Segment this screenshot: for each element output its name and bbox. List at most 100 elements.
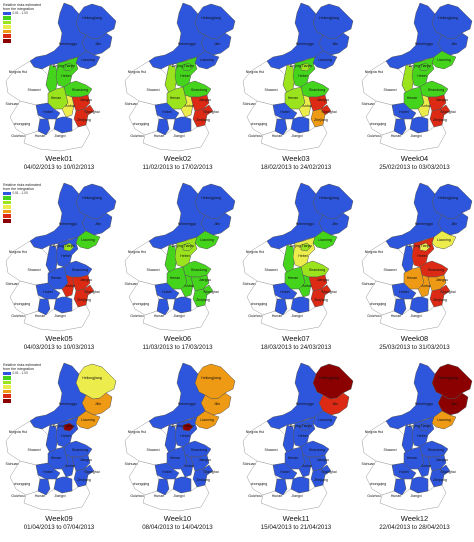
province-label-jiangsu: Jiangsu bbox=[317, 278, 329, 282]
province-label-neimenggu: Neimenggu bbox=[414, 402, 432, 406]
province-label-sichuan: Sichuan bbox=[6, 462, 19, 466]
province-label-guizhou: Guizhou bbox=[130, 134, 143, 138]
province-label-henan: Henan bbox=[169, 96, 180, 100]
province-label-anhui: Anhui bbox=[184, 284, 193, 288]
legend-item bbox=[3, 394, 45, 399]
province-label-jilin: Jilin bbox=[332, 222, 338, 226]
province-label-jiangsu: Jiangsu bbox=[198, 98, 210, 102]
week-date-range: 25/03/2013 to 31/03/2013 bbox=[379, 344, 450, 351]
province-label-anhui: Anhui bbox=[65, 104, 74, 108]
province-label-zhejiang: Zhejiang bbox=[77, 478, 91, 482]
province-label-shanghai: Shanghai bbox=[321, 290, 336, 294]
week-date-range: 22/04/2013 to 28/04/2013 bbox=[379, 524, 450, 531]
legend-label: 0.51 - 1.00 bbox=[12, 371, 28, 376]
map-legend: Relative risks estimated from the integra… bbox=[3, 363, 45, 403]
province-label-jiangxi: Jiangxi bbox=[410, 134, 421, 138]
province-hunan bbox=[274, 118, 288, 136]
legend-item bbox=[3, 25, 45, 30]
week-label: Week02 bbox=[163, 154, 192, 163]
province-label-anhui: Anhui bbox=[302, 104, 311, 108]
province-label-shaanxi: Shaanxi bbox=[383, 448, 396, 452]
legend-swatch bbox=[3, 25, 11, 29]
week-map: Heilongjiang Jilin Neimenggu Liaoning Beijin… bbox=[124, 362, 235, 512]
province-jiangsu bbox=[427, 94, 446, 112]
province-label-hunan: Hunan bbox=[35, 494, 46, 498]
province-label-jiangsu: Jiangsu bbox=[317, 458, 329, 462]
province-zhejiang bbox=[429, 288, 444, 308]
province-label-beijing-tianjin: Beijing Tianjin bbox=[53, 244, 75, 248]
province-jiangxi bbox=[409, 296, 428, 314]
province-label-jilin: Jilin bbox=[332, 402, 338, 406]
week-label: Week08 bbox=[400, 334, 429, 343]
legend-title: from the integration bbox=[3, 187, 34, 191]
province-beijing-tianjin bbox=[300, 62, 312, 72]
province-label-heilongjiang: Heilongjiang bbox=[319, 196, 339, 200]
province-label-shandong: Shandong bbox=[309, 268, 325, 272]
province-hubei bbox=[272, 462, 298, 480]
legend-item bbox=[3, 34, 45, 39]
province-hubei bbox=[154, 462, 179, 480]
province-label-heilongjiang: Heilongjiang bbox=[438, 196, 458, 200]
province-label-shandong: Shandong bbox=[190, 268, 206, 272]
province-label-chongqing: chongqing bbox=[14, 302, 31, 306]
province-label-hunan: Hunan bbox=[272, 134, 283, 138]
province-label-ningxia-hui: Ningxia Hui bbox=[9, 250, 28, 254]
province-label-hubei: Hubei bbox=[43, 290, 53, 294]
week-date-range: 08/04/2013 to 14/04/2013 bbox=[142, 524, 213, 531]
week-map: Heilongjiang Jilin Neimenggu Liaoning Beijin… bbox=[124, 2, 235, 152]
province-label-guizhou: Guizhou bbox=[130, 494, 143, 498]
province-label-shandong: Shandong bbox=[427, 268, 443, 272]
province-label-hunan: Hunan bbox=[153, 494, 164, 498]
province-label-sichuan: Sichuan bbox=[124, 462, 137, 466]
province-label-neimenggu: Neimenggu bbox=[296, 402, 314, 406]
province-label-heilongjiang: Heilongjiang bbox=[319, 376, 339, 380]
province-label-guizhou: Guizhou bbox=[248, 314, 261, 318]
province-label-jilin: Jilin bbox=[213, 222, 219, 226]
week-map: Heilongjiang Jilin Neimenggu Liaoning Beijin… bbox=[6, 362, 117, 512]
province-label-hunan: Hunan bbox=[390, 314, 401, 318]
province-hunan bbox=[274, 478, 288, 496]
province-label-henan: Henan bbox=[169, 276, 180, 280]
province-label-shanghai: Shanghai bbox=[321, 110, 336, 114]
province-label-hubei: Hubei bbox=[162, 110, 172, 114]
week-label: Week05 bbox=[45, 334, 73, 343]
province-label-hebei: Hebei bbox=[298, 254, 308, 258]
province-label-henan: Henan bbox=[51, 456, 62, 460]
province-label-jiangxi: Jiangxi bbox=[173, 494, 184, 498]
province-unfilled bbox=[128, 460, 159, 496]
province-label-liaoning: Liaoning bbox=[81, 58, 95, 62]
week-map: Heilongjiang Jilin Neimenggu Liaoning Beijin… bbox=[6, 182, 117, 332]
province-hebei bbox=[292, 416, 316, 448]
week-label: Week07 bbox=[282, 334, 310, 343]
province-label-heilongjiang: Heilongjiang bbox=[438, 376, 458, 380]
province-label-hebei: Hebei bbox=[417, 74, 427, 78]
province-hunan bbox=[393, 298, 406, 316]
province-label-jilin: Jilin bbox=[213, 402, 219, 406]
province-label-henan: Henan bbox=[51, 276, 62, 280]
province-label-hebei: Hebei bbox=[61, 74, 71, 78]
province-label-jiangsu: Jiangsu bbox=[198, 458, 210, 462]
legend-item bbox=[3, 39, 45, 44]
province-jiangsu bbox=[308, 274, 328, 292]
province-label-jilin: Jilin bbox=[95, 42, 101, 46]
province-label-heilongjiang: Heilongjiang bbox=[82, 196, 102, 200]
province-label-henan: Henan bbox=[406, 96, 417, 100]
province-unfilled bbox=[128, 100, 159, 136]
week-label: Week03 bbox=[282, 154, 310, 163]
province-beijing-tianjin bbox=[182, 62, 193, 72]
province-hubei bbox=[35, 282, 61, 300]
province-label-shaanxi: Shaanxi bbox=[28, 88, 41, 92]
province-label-shanghai: Shanghai bbox=[203, 470, 218, 474]
province-label-liaoning: Liaoning bbox=[437, 418, 451, 422]
province-label-beijing-tianjin: Beijing Tianjin bbox=[53, 424, 75, 428]
week-map: Heilongjiang Jilin Neimenggu Liaoning Beijin… bbox=[361, 2, 472, 152]
legend-item: 0.51 - 1.00 bbox=[3, 11, 45, 16]
province-label-jiangsu: Jiangsu bbox=[80, 278, 92, 282]
province-hubei bbox=[391, 282, 416, 300]
province-label-jilin: Jilin bbox=[450, 222, 456, 226]
province-label-beijing-tianjin: Beijing Tianjin bbox=[53, 64, 75, 68]
province-label-neimenggu: Neimenggu bbox=[296, 42, 314, 46]
legend-swatch bbox=[3, 214, 11, 219]
province-label-hebei: Hebei bbox=[417, 434, 427, 438]
province-label-henan: Henan bbox=[406, 276, 417, 280]
